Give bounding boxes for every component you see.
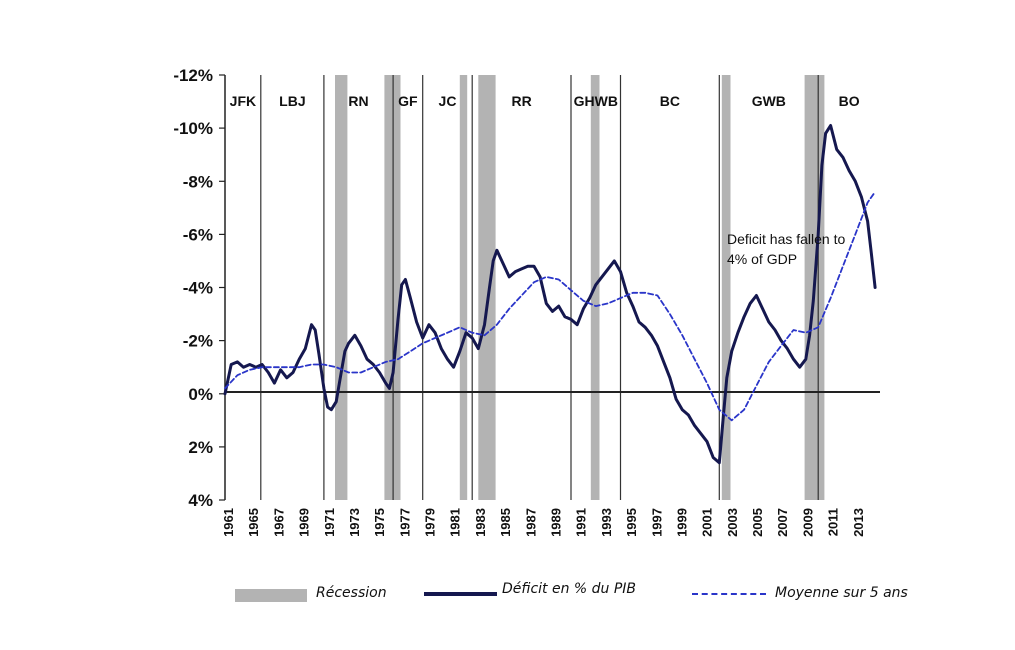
president-label-gf: GF xyxy=(398,93,418,109)
recession-band-2 xyxy=(459,75,468,500)
recession-band-0 xyxy=(335,75,348,500)
president-label-rr: RR xyxy=(511,93,531,109)
x-tick-label-23: 2009 xyxy=(800,508,815,537)
president-label-bo: BO xyxy=(839,93,860,109)
x-tick-label-24: 2011 xyxy=(826,508,841,536)
x-tick-label-4: 1971 xyxy=(322,508,337,537)
president-label-jc: JC xyxy=(439,93,457,109)
legend-label-average: Moyenne sur 5 ans xyxy=(775,585,908,601)
x-tick-label-25: 2013 xyxy=(851,508,866,537)
x-tick-label-20: 2003 xyxy=(725,508,740,537)
series-line-deficit xyxy=(223,124,877,465)
x-tick-label-16: 1995 xyxy=(624,508,639,537)
president-label-rn: RN xyxy=(348,93,368,109)
y-tick-label-2: -8% xyxy=(183,172,213,191)
y-tick-label-7: 2% xyxy=(188,438,213,457)
y-tick-label-0: -12% xyxy=(173,66,213,85)
recession-band-1 xyxy=(384,75,401,500)
x-tick-label-14: 1991 xyxy=(574,508,589,537)
x-tick-label-15: 1993 xyxy=(599,508,614,537)
y-tick-label-5: -2% xyxy=(183,332,213,351)
legend-swatch-average xyxy=(692,593,766,595)
president-label-jfk: JFK xyxy=(230,93,256,109)
x-tick-labels: 1961 1965 1967 1969 1971 1973 1975 1977 1979 1981… xyxy=(221,508,866,537)
x-tick-label-18: 1999 xyxy=(675,508,690,537)
x-tick-label-7: 1977 xyxy=(397,508,412,537)
y-tick-label-4: -4% xyxy=(183,279,213,298)
annotation-line-1: Deficit has fallen to xyxy=(727,231,845,247)
y-tick-labels: -12% -10% -8% -6% -4% -2% 0% 2% 4% xyxy=(173,66,213,510)
legend-swatch-recession xyxy=(235,589,307,602)
x-tick-label-10: 1983 xyxy=(473,508,488,537)
y-tick-label-6: 0% xyxy=(188,385,213,404)
annotation-line-2: 4% of GDP xyxy=(727,251,797,267)
x-tick-label-19: 2001 xyxy=(700,508,715,537)
x-tick-label-22: 2007 xyxy=(775,508,790,537)
legend-label-deficit: Déficit en % du PIB xyxy=(502,581,637,597)
x-tick-label-6: 1975 xyxy=(372,508,387,537)
y-tick-label-1: -10% xyxy=(173,119,213,138)
president-label-bc: BC xyxy=(660,93,680,109)
series xyxy=(223,124,877,465)
x-tick-label-3: 1969 xyxy=(297,508,312,537)
president-dividers xyxy=(260,75,819,500)
x-tick-label-9: 1981 xyxy=(448,508,463,537)
legend-swatch-deficit xyxy=(424,592,497,596)
y-tick-label-8: 4% xyxy=(188,491,213,510)
x-tick-label-13: 1989 xyxy=(549,508,564,537)
x-tick-label-8: 1979 xyxy=(423,508,438,537)
recession-band-3 xyxy=(478,75,496,500)
x-tick-label-17: 1997 xyxy=(649,508,664,537)
recession-band-5 xyxy=(721,75,731,500)
president-label-ghwb: GHWB xyxy=(574,93,618,109)
y-tick-marks xyxy=(219,74,225,501)
x-tick-label-11: 1985 xyxy=(498,508,513,537)
president-label-gwb: GWB xyxy=(752,93,786,109)
legend-label-recession: Récession xyxy=(316,585,387,601)
x-tick-label-2: 1967 xyxy=(271,508,286,537)
president-label-lbj: LBJ xyxy=(279,93,305,109)
annotation: Deficit has fallen to 4% of GDP xyxy=(727,231,845,267)
x-tick-label-0: 1961 xyxy=(221,508,236,537)
x-tick-label-12: 1987 xyxy=(523,508,538,537)
axes xyxy=(224,75,880,500)
x-tick-label-1: 1965 xyxy=(246,508,261,537)
y-tick-label-3: -6% xyxy=(183,225,213,244)
president-labels: JFK LBJ RN GF JC RR GHWB BC GWB BO xyxy=(230,93,860,109)
series-line-5yr-average xyxy=(224,190,876,422)
x-tick-label-5: 1973 xyxy=(347,508,362,537)
x-tick-label-21: 2005 xyxy=(750,508,765,537)
